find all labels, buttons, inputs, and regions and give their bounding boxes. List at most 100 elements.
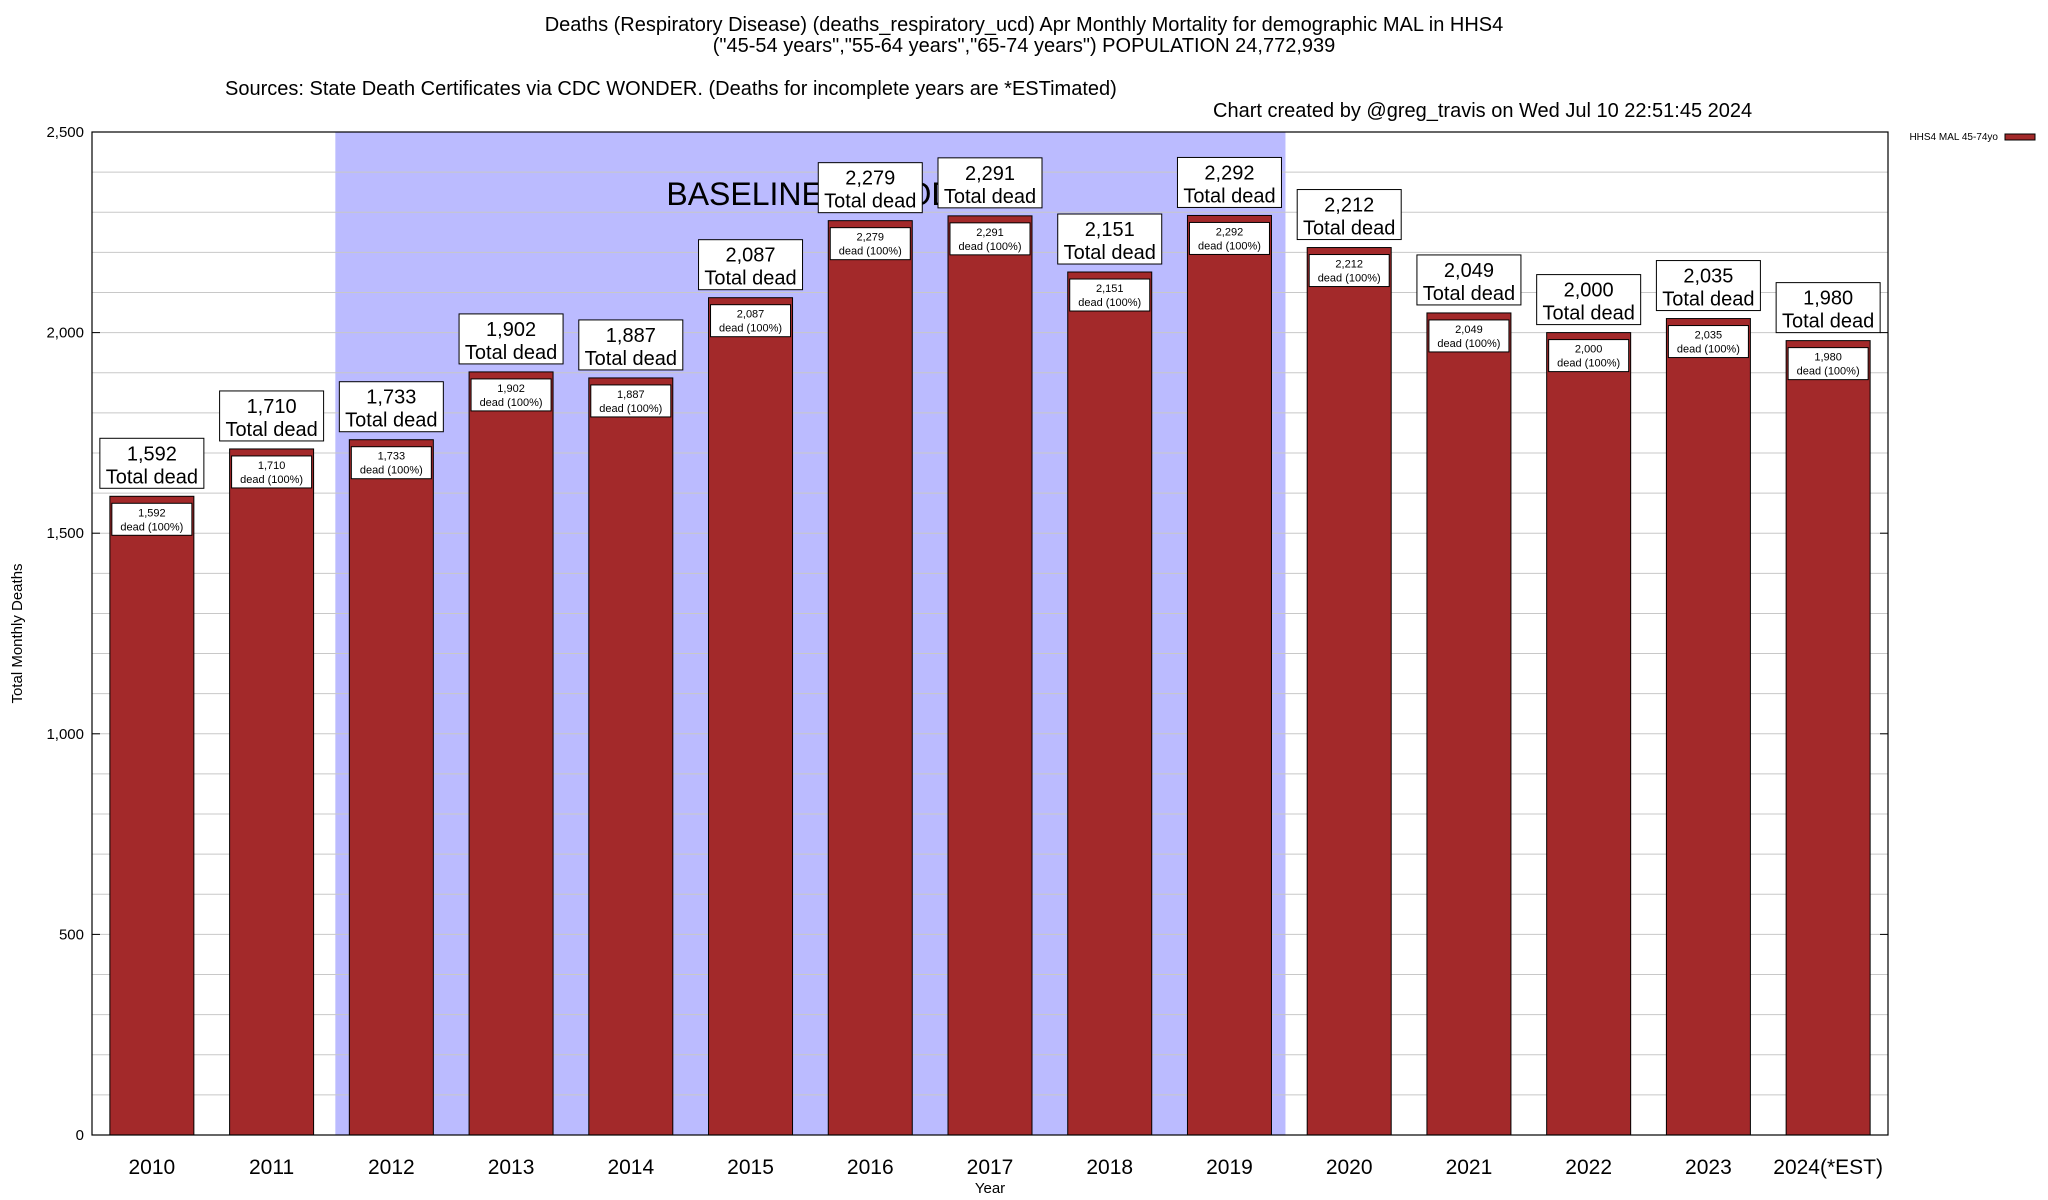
bar-inner-value-label: 2,087 (737, 309, 765, 321)
bar-total-suffix-label: Total dead (225, 419, 317, 441)
bar-inner-percent-label: dead (100%) (120, 521, 183, 533)
x-tick-label: 2015 (727, 1156, 774, 1179)
x-tick-label: 2023 (1685, 1156, 1732, 1179)
bar (1306, 247, 1392, 1136)
y-axis-label: Total Monthly Deaths (9, 563, 26, 703)
bar (229, 448, 315, 1136)
bar-total-value-label: 1,887 (606, 325, 656, 347)
bar-total-suffix-label: Total dead (1423, 283, 1515, 305)
bar-inner-percent-label: dead (100%) (1078, 297, 1141, 309)
bar-total-value-label: 2,035 (1683, 266, 1733, 288)
bar-total-label-box (458, 313, 564, 365)
bar-inner-percent-label: dead (100%) (719, 323, 782, 335)
bar-total-suffix-label: Total dead (1183, 185, 1275, 207)
bar (468, 371, 554, 1136)
bar-inner-value-label: 1,710 (258, 460, 286, 472)
bar-total-value-label: 2,000 (1564, 280, 1614, 302)
plot-frame (91, 131, 1889, 1136)
bar-total-label-box (1536, 274, 1642, 326)
bar-total-value-label: 2,212 (1324, 195, 1374, 217)
bar-total-value-label: 1,902 (486, 319, 536, 341)
legend-swatch (2004, 133, 2036, 141)
bar-total-label-box (817, 162, 923, 214)
bar-inner-label-box (350, 446, 432, 480)
bar-inner-value-label: 2,049 (1455, 324, 1483, 336)
bar-total-suffix-label: Total dead (345, 410, 437, 432)
bar-inner-label-box (590, 384, 672, 418)
bar-total-suffix-label: Total dead (585, 348, 677, 370)
bar-total-label-box (1416, 254, 1522, 306)
bar-total-value-label: 2,292 (1204, 162, 1254, 184)
x-tick-label: 2012 (368, 1156, 415, 1179)
bar-total-label-box (1057, 213, 1163, 265)
bar-inner-value-label: 2,151 (1096, 283, 1124, 295)
y-tick-label: 1,500 (46, 525, 84, 542)
bar (1785, 340, 1871, 1136)
x-tick-label: 2024(*EST) (1773, 1156, 1883, 1179)
bar-inner-percent-label: dead (100%) (839, 246, 902, 258)
bar-total-suffix-label: Total dead (1662, 289, 1754, 311)
bar-total-label-box (219, 390, 325, 442)
bar-total-suffix-label: Total dead (944, 186, 1036, 208)
bar-total-suffix-label: Total dead (1543, 303, 1635, 325)
y-tick-label: 1,000 (46, 726, 84, 743)
bar-inner-percent-label: dead (100%) (1677, 344, 1740, 356)
bar-inner-label-box (1787, 347, 1869, 381)
bar-total-suffix-label: Total dead (704, 268, 796, 290)
bar-inner-percent-label: dead (100%) (1557, 358, 1620, 370)
bar-inner-label-box (949, 222, 1031, 256)
bar-inner-value-label: 1,733 (378, 451, 406, 463)
bar-inner-label-box (470, 378, 552, 412)
x-tick-label: 2020 (1326, 1156, 1373, 1179)
bar-inner-value-label: 1,887 (617, 389, 645, 401)
x-tick-label: 2011 (249, 1156, 294, 1179)
x-tick-label: 2013 (488, 1156, 535, 1179)
bar-total-label-box (1296, 189, 1402, 241)
bar-inner-percent-label: dead (100%) (480, 397, 543, 409)
bar-inner-percent-label: dead (100%) (240, 474, 303, 486)
bar-total-suffix-label: Total dead (1064, 242, 1156, 264)
bar-total-label-box (578, 319, 684, 371)
bar-inner-label-box (231, 455, 313, 489)
bar-inner-percent-label: dead (100%) (1318, 273, 1381, 285)
bar-total-value-label: 2,291 (965, 163, 1015, 185)
bar (588, 377, 674, 1136)
bar (109, 495, 195, 1136)
bar (1426, 312, 1512, 1136)
bar-inner-value-label: 2,292 (1216, 226, 1244, 238)
bar-total-value-label: 2,151 (1085, 219, 1135, 241)
x-tick-label: 2014 (607, 1156, 654, 1179)
bar-total-value-label: 1,733 (366, 387, 416, 409)
chart-sources: Sources: State Death Certificates via CD… (225, 78, 1117, 100)
bar-total-value-label: 2,049 (1444, 260, 1494, 282)
bar-total-suffix-label: Total dead (1782, 311, 1874, 333)
bar-total-label-box (99, 437, 205, 489)
bar (947, 215, 1033, 1136)
x-tick-label: 2022 (1565, 1156, 1612, 1179)
bar-inner-label-box (111, 502, 193, 536)
bar-total-value-label: 2,087 (726, 245, 776, 267)
bar-total-value-label: 1,980 (1803, 288, 1853, 310)
bar (827, 220, 913, 1136)
bar-total-label-box (338, 381, 444, 433)
x-tick-label: 2016 (847, 1156, 894, 1179)
y-tick-label: 2,500 (46, 124, 84, 141)
bar-total-suffix-label: Total dead (824, 191, 916, 213)
x-tick-label: 2021 (1446, 1156, 1493, 1179)
bar-inner-label-box (1667, 325, 1749, 359)
bar-inner-value-label: 1,980 (1814, 352, 1842, 364)
bar-inner-label-box (1428, 319, 1510, 353)
bar (1665, 318, 1751, 1136)
y-tick-label: 500 (59, 926, 84, 943)
bar-inner-percent-label: dead (100%) (360, 465, 423, 477)
bar (1067, 271, 1153, 1136)
bar-total-label-box (937, 157, 1043, 209)
bar-total-value-label: 1,710 (247, 396, 297, 418)
x-tick-label: 2018 (1086, 1156, 1133, 1179)
bar-total-label-box (1775, 282, 1881, 334)
bar (1546, 332, 1632, 1136)
bar-inner-value-label: 1,902 (497, 383, 525, 395)
bar-total-label-box (1176, 156, 1282, 208)
bar-inner-label-box (829, 227, 911, 261)
